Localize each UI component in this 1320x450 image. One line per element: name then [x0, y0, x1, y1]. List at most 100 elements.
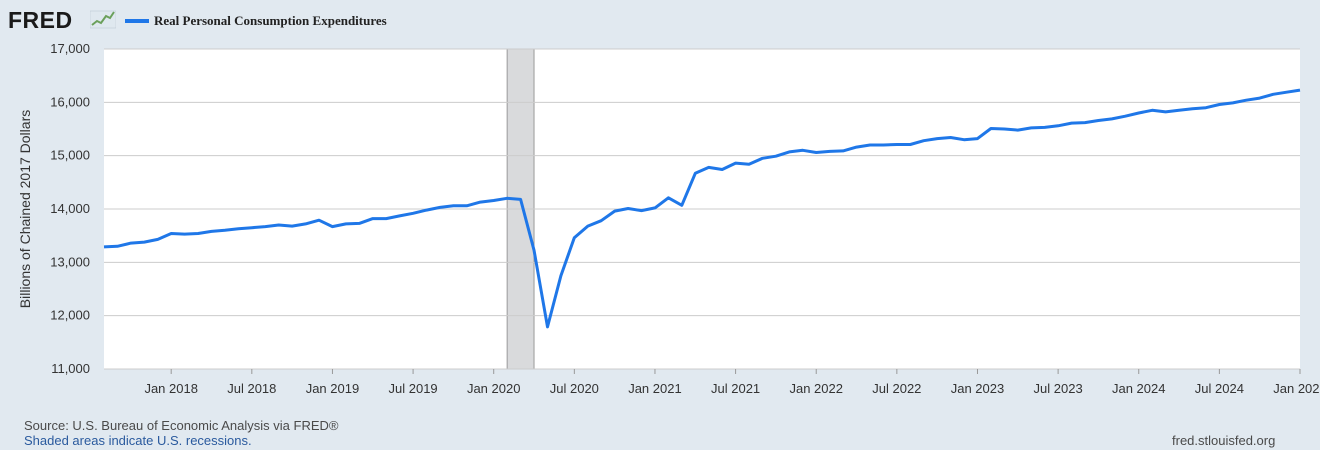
x-tick-label: Jul 2018 [227, 381, 276, 396]
series-point [1245, 99, 1248, 102]
series-point [318, 219, 321, 222]
series-line-real-pce[interactable] [103, 88, 1301, 329]
series-point [1070, 122, 1073, 125]
series-point [250, 226, 253, 229]
series-point [116, 245, 119, 248]
x-tick-label: Jul 2024 [1195, 381, 1244, 396]
x-tick-label: Jan 2023 [951, 381, 1005, 396]
series-point [1016, 129, 1019, 132]
y-axis-title: Billions of Chained 2017 Dollars [17, 110, 33, 308]
y-tick-label: 13,000 [50, 254, 90, 269]
series-point [1218, 103, 1221, 106]
series-point [264, 225, 267, 228]
series-point [922, 139, 925, 142]
series-point [425, 209, 428, 212]
series-point [748, 163, 751, 166]
legend-label: Real Personal Consumption Expenditures [154, 13, 387, 28]
series-point [868, 144, 871, 147]
series-point [519, 198, 522, 201]
series-point [1231, 101, 1234, 104]
series-point [223, 229, 226, 232]
series-point [1258, 97, 1261, 100]
series-point [949, 136, 952, 139]
series-point [640, 209, 643, 212]
series-point [895, 143, 898, 146]
series-point [210, 230, 213, 233]
series-point [963, 138, 966, 141]
series-point [492, 199, 495, 202]
y-gridlines [104, 48, 1300, 370]
series-point [667, 196, 670, 199]
series-point [882, 144, 885, 147]
series-point [707, 166, 710, 169]
series-point [1083, 121, 1086, 124]
series-point [438, 206, 441, 209]
series-point [936, 137, 939, 140]
series-point [1299, 89, 1302, 92]
series-point [197, 232, 200, 235]
series-point [143, 241, 146, 244]
y-axis-ticks: 11,000 12,000 13,000 14,000 15,000 16,000 17,0… [50, 41, 90, 376]
series-point [183, 233, 186, 236]
x-tick-label: Jan 2020 [467, 381, 521, 396]
series-point [1097, 119, 1100, 122]
y-tick-label: 17,000 [50, 41, 90, 56]
series-point [533, 249, 536, 252]
series-point [465, 204, 468, 207]
fred-logo[interactable]: FRED [8, 7, 73, 33]
series-point [774, 155, 777, 158]
series-point [291, 225, 294, 228]
series-point [129, 242, 132, 245]
x-tick-label: Jan 2022 [789, 381, 843, 396]
legend-swatch [125, 19, 149, 23]
series-point [586, 225, 589, 228]
y-tick-label: 11,000 [51, 361, 90, 376]
series-point [1124, 115, 1127, 118]
series-point [385, 217, 388, 220]
series-point [815, 151, 818, 154]
x-tick-label: Jan 2021 [628, 381, 682, 396]
y-tick-label: 15,000 [50, 148, 90, 163]
x-tick-label: Jul 2022 [872, 381, 921, 396]
series-point [989, 127, 992, 130]
series-point [627, 207, 630, 210]
series-point [801, 149, 804, 152]
series-point [828, 150, 831, 153]
series-point [842, 149, 845, 152]
series-point [1057, 124, 1060, 127]
series-point [412, 212, 415, 215]
series-point [1151, 109, 1154, 112]
series-point [1191, 107, 1194, 110]
series-point [613, 210, 616, 213]
x-tick-label: Jul 2019 [389, 381, 438, 396]
fred-url[interactable]: fred.stlouisfed.org [1172, 433, 1276, 448]
series-point [680, 204, 683, 207]
series-point [976, 137, 979, 140]
series-point [788, 150, 791, 153]
y-tick-label: 12,000 [50, 308, 90, 323]
series-point [909, 143, 912, 146]
x-tick-label: Jul 2020 [550, 381, 599, 396]
series-point [1043, 126, 1046, 129]
series-point [344, 222, 347, 225]
recession-note[interactable]: Shaded areas indicate U.S. recessions. [24, 433, 252, 448]
x-axis-ticks: Jan 2018 Jul 2018 Jan 2019 Jul 2019 Jan 2020… [144, 369, 1320, 396]
series-point [559, 274, 562, 277]
series-point [103, 245, 106, 248]
series-point [761, 157, 764, 160]
source-note: Source: U.S. Bureau of Economic Analysis… [24, 418, 339, 433]
series-point [479, 201, 482, 204]
series-point [855, 146, 858, 149]
series-point [1204, 106, 1207, 109]
series-point [371, 217, 374, 220]
x-tick-label: Jan 2025 [1273, 381, 1320, 396]
series-point [546, 325, 549, 328]
x-tick-label: Jul 2021 [711, 381, 760, 396]
series-point [506, 197, 509, 200]
x-tick-label: Jul 2023 [1034, 381, 1083, 396]
series-point [734, 162, 737, 165]
series-point [1178, 109, 1181, 112]
series-point [600, 219, 603, 222]
y-tick-label: 16,000 [50, 94, 90, 109]
series-point [1272, 93, 1275, 96]
